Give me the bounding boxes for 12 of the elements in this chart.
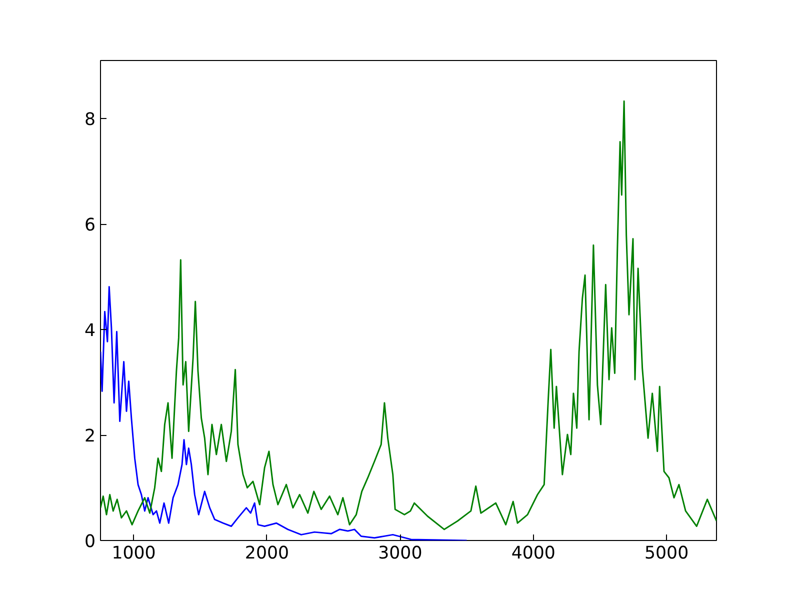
y-tick-label: 4: [84, 321, 96, 342]
x-tick-label: 3000: [378, 544, 422, 564]
x-tick-label: 1000: [112, 544, 156, 564]
line-series: [100, 286, 468, 540]
line-series: [100, 100, 716, 530]
y-tick-label: 8: [84, 110, 96, 130]
y-tick-label: 2: [84, 426, 96, 447]
y-tick-label: 0: [84, 532, 96, 552]
y-tick-label: 6: [84, 216, 96, 236]
x-tick-label: 4000: [511, 544, 556, 564]
x-tick-label: 5000: [644, 544, 689, 564]
x-tick-label: 2000: [244, 544, 290, 564]
